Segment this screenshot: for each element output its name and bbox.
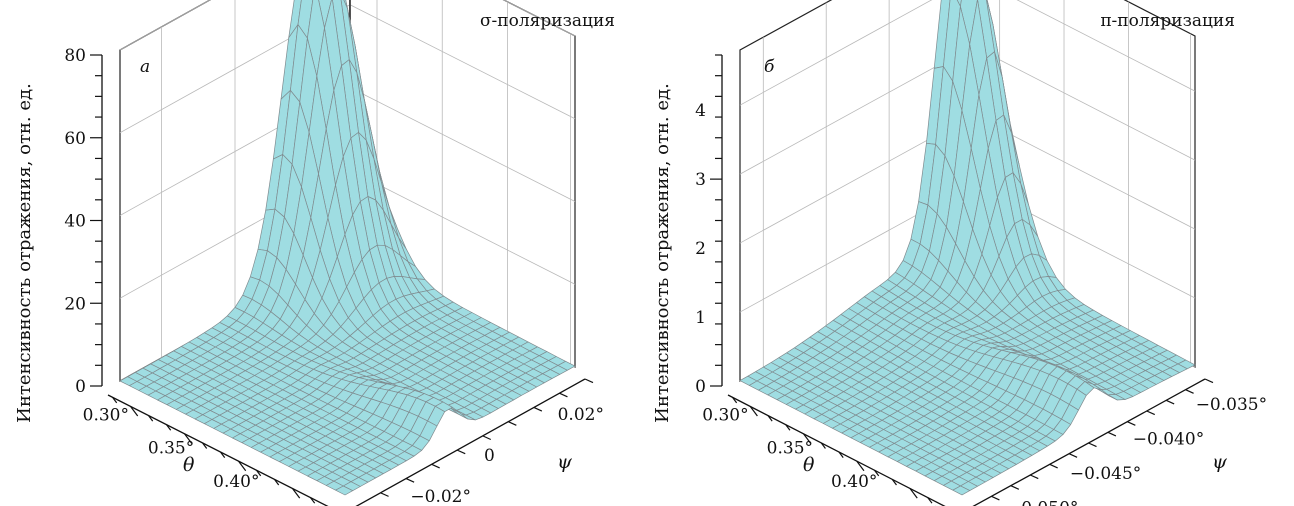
z-tick-label: 20 [64, 294, 86, 314]
psi-tick [431, 463, 440, 469]
theta-major-tick [802, 433, 812, 444]
panel-title: π-поляризация [1100, 11, 1235, 31]
theta-minor-tick [874, 469, 880, 477]
psi-tick [456, 449, 466, 455]
theta-minor-tick [310, 497, 316, 504]
psi-tick [1049, 463, 1058, 469]
theta-major-tick [238, 460, 247, 472]
theta-tick-label: 0.35° [767, 439, 813, 459]
z-tick-label: 0 [75, 377, 86, 397]
theta-minor-tick [820, 442, 826, 449]
theta-major-tick [856, 460, 865, 472]
psi-tick [482, 435, 492, 441]
grid-line-z [739, 0, 1196, 106]
theta-tick-label: 0.45° [893, 504, 939, 506]
psi-tick [533, 406, 543, 412]
y-axis-label: Интенсивность отражения, отн. ед. [652, 83, 673, 423]
psi-tick-label: −0.045° [1070, 464, 1141, 484]
theta-minor-tick [785, 424, 791, 431]
surface-plot-b: 0 1 2 3 4 0.30° 0.35° 0.40° 0.45° θ −0.035° −0.040°… [652, 0, 1267, 506]
psi-tick [1107, 431, 1117, 437]
theta-major-tick [292, 488, 301, 499]
psi-tick [1030, 474, 1039, 480]
psi-tick-label: −0.040° [1133, 429, 1204, 449]
surface-facet [335, 485, 354, 496]
psi-tick [1165, 399, 1175, 405]
theta-axis-name: θ [183, 454, 195, 476]
psi-tick-label: 0.02° [558, 405, 604, 425]
psi-axis-line [355, 378, 586, 506]
psi-tick [559, 392, 568, 398]
theta-minor-tick [220, 451, 226, 458]
panel-label: б [764, 57, 775, 77]
theta-tick-label: 0.30° [83, 406, 129, 426]
surface-plot-a: 0 20 40 60 80 0.30° 0.35° 0.40° 0.45° θ 0.02° 0 −0.0… [14, 0, 615, 506]
z-tick-label: 4 [695, 101, 706, 121]
psi-tick [508, 421, 517, 426]
theta-major-tick [909, 488, 918, 499]
psi-tick [1088, 442, 1097, 448]
panel-title: σ-поляризация [480, 11, 615, 31]
theta-minor-tick [256, 469, 262, 477]
psi-tick [1204, 378, 1214, 384]
psi-tick [1127, 421, 1136, 426]
psi-tick [1146, 410, 1155, 416]
psi-tick [1185, 389, 1194, 394]
psi-tick [1068, 453, 1078, 458]
psi-tick-label: −0.050° [1007, 498, 1078, 506]
panel-label: а [140, 57, 150, 77]
psi-tick-label: −0.02° [410, 487, 471, 506]
theta-axis-name: θ [803, 454, 815, 476]
psi-tick [991, 495, 1000, 501]
surface-mesh [119, 0, 576, 496]
theta-minor-tick [927, 497, 933, 504]
theta-tick-label: 0.45° [276, 504, 322, 506]
grid-line-z [119, 0, 576, 51]
theta-major-tick [749, 406, 758, 417]
theta-minor-tick [148, 415, 154, 422]
psi-tick-label: −0.035° [1196, 395, 1267, 415]
theta-tick-label: 0.40° [831, 472, 877, 492]
z-tick-label: 3 [695, 170, 706, 190]
theta-minor-tick [838, 451, 844, 458]
z-tick-label: 2 [695, 239, 706, 259]
z-tick-label: 60 [64, 129, 86, 149]
theta-major-tick [184, 433, 193, 444]
theta-tick-label: 0.35° [148, 439, 194, 459]
theta-tick-label: 0.30° [702, 406, 748, 426]
psi-tick [380, 492, 389, 497]
psi-tick [405, 478, 415, 483]
psi-tick [584, 378, 594, 384]
z-tick-label: 1 [695, 308, 706, 328]
surface-facet [952, 485, 971, 496]
theta-minor-tick [166, 424, 172, 431]
psi-axis-name: ψ [557, 451, 573, 473]
theta-minor-tick [202, 442, 208, 449]
theta-minor-tick [891, 478, 897, 486]
z-tick-label: 40 [64, 212, 86, 232]
theta-tick-label: 0.40° [213, 472, 259, 492]
theta-minor-tick [274, 478, 280, 486]
z-tick-label: 0 [695, 377, 706, 397]
theta-minor-tick [112, 396, 118, 404]
surface-mesh [739, 0, 1196, 496]
psi-tick [1010, 485, 1020, 490]
z-tick-label: 80 [64, 46, 86, 66]
theta-minor-tick [731, 396, 738, 404]
psi-axis-name: ψ [1212, 451, 1228, 473]
psi-tick-label: 0 [484, 446, 495, 466]
theta-major-tick [130, 406, 139, 417]
theta-minor-tick [767, 415, 773, 422]
y-axis-label: Интенсивность отражения, отн. ед. [14, 83, 35, 423]
